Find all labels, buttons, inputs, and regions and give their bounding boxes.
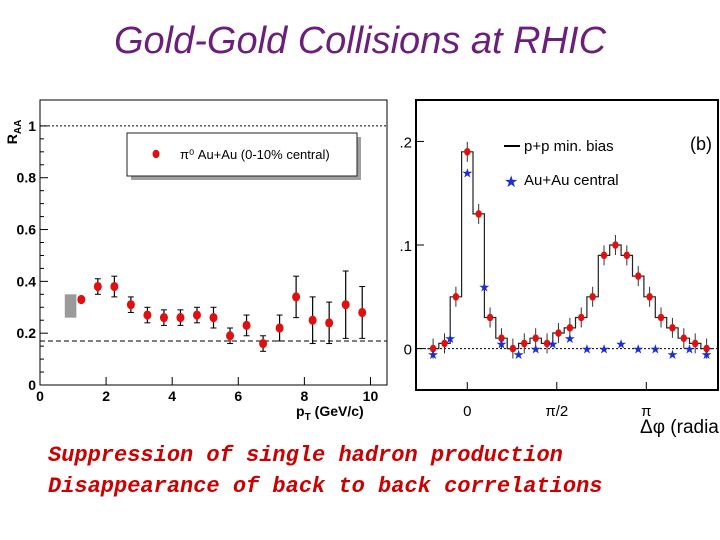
data-point — [143, 310, 152, 320]
correlation-chart: 0 0.1 0.2 0 π/2 π ★ ★ ★ ★ ★ ★ ★ ★ ★ ★ ★ ★ ★ ★ ★ ★ ★ (b) p+p m… — [400, 99, 720, 438]
pp-data-point — [464, 147, 471, 156]
auau-data-point: ★ — [598, 343, 610, 358]
pp-data-point — [680, 334, 688, 343]
auau-data-point: ★ — [547, 337, 559, 352]
y-tick-label: 0 — [404, 342, 412, 359]
y-tick-label: 0 — [28, 377, 36, 393]
auau-data-point: ★ — [530, 343, 542, 358]
data-point — [93, 281, 102, 292]
x-tick-label: 2 — [102, 388, 110, 404]
y-tick-label: 0.2 — [400, 134, 412, 151]
x-tick-label: 10 — [363, 388, 379, 404]
pp-data-point — [555, 329, 562, 337]
x-tick-label: 4 — [168, 388, 176, 404]
auau-data-point: ★ — [444, 332, 456, 347]
pp-data-point — [452, 292, 460, 301]
pp-data-point — [498, 334, 505, 343]
data-point — [226, 331, 235, 341]
data-point — [325, 318, 334, 328]
pp-data-point — [532, 334, 539, 343]
x-tick-label: 0 — [36, 388, 44, 404]
y-tick-label: 0.2 — [17, 325, 37, 341]
auau-data-point: ★ — [496, 337, 508, 352]
caption-line-2: Disappearance of back to back correlatio… — [48, 474, 603, 499]
panel-label: (b) — [690, 134, 712, 154]
pp-data-point — [566, 324, 574, 332]
data-point — [292, 292, 301, 302]
caption: Suppression of single hadron production … — [48, 440, 603, 502]
auau-data-point: ★ — [581, 343, 593, 358]
caption-line-1: Suppression of single hadron production — [48, 443, 563, 468]
legend-box: π⁰ Au+Au (0-10% central) — [126, 132, 361, 180]
pp-data-point — [600, 251, 608, 260]
x-tick-label: 8 — [300, 388, 308, 404]
data-point — [209, 313, 218, 323]
x-axis-title: Δφ (radians) — [640, 417, 720, 438]
x-tick-label: 0 — [463, 403, 471, 420]
auau-data-point: ★ — [479, 280, 491, 295]
auau-data-point: ★ — [427, 348, 439, 363]
pp-data-point — [475, 210, 482, 218]
x-tick-label: π — [641, 403, 651, 420]
legend-pp-label: p+p min. bias — [524, 138, 614, 155]
data-point — [308, 315, 317, 325]
legend: p+p min. bias ★ Au+Au central — [504, 138, 619, 191]
data-point — [159, 313, 168, 323]
pp-data-point — [635, 272, 642, 280]
data-point — [126, 300, 135, 310]
pp-data-point — [646, 292, 653, 301]
legend-marker — [152, 149, 160, 159]
y-tick-label: 0.4 — [17, 273, 37, 289]
x-tick-label: 6 — [234, 388, 242, 404]
y-tick-label: 0.8 — [17, 170, 37, 186]
auau-data-point: ★ — [649, 343, 661, 358]
systematic-band — [64, 294, 77, 318]
y-axis-title: RAA — [4, 120, 24, 145]
pp-data-point — [589, 292, 596, 301]
legend-star-icon: ★ — [504, 172, 518, 191]
auau-data-point: ★ — [684, 343, 696, 358]
data-point — [358, 307, 367, 318]
auau-data-point: ★ — [513, 348, 525, 363]
pp-data-point — [441, 339, 448, 348]
pp-data-point — [543, 339, 551, 348]
auau-data-point: ★ — [564, 332, 576, 347]
auau-data-point: ★ — [701, 348, 713, 363]
x-axis-title: pT (GeV/c) — [296, 403, 364, 423]
data-point — [77, 294, 86, 305]
pp-data-point — [612, 241, 619, 249]
pp-data-point — [692, 339, 699, 348]
pp-data-point — [429, 344, 437, 353]
data-point — [176, 313, 185, 323]
pp-data-point — [703, 344, 710, 353]
data-point — [192, 310, 201, 320]
page-title: Gold-Gold Collisions at RHIC — [113, 20, 607, 62]
y-tick-label: 0.6 — [17, 222, 37, 238]
y-tick-label: 0.1 — [400, 238, 412, 255]
pp-data-point — [623, 251, 631, 260]
pp-data-point — [578, 313, 585, 322]
data-point — [275, 323, 284, 333]
auau-data-point: ★ — [667, 348, 679, 363]
pp-data-point — [521, 339, 528, 348]
raa-chart: 00.20.40.60.810 2 4 6 8 10 RAA pT (GeV/c) π⁰ A… — [4, 99, 388, 423]
pp-data-point — [669, 324, 676, 332]
pp-data-point — [486, 313, 494, 322]
x-tick-label: π/2 — [545, 403, 568, 420]
data-point — [341, 300, 350, 310]
legend-label: π⁰ Au+Au (0-10% central) — [180, 147, 330, 162]
data-point — [242, 320, 251, 331]
y-tick-label: 1 — [28, 118, 36, 134]
auau-data-point: ★ — [632, 343, 644, 358]
legend-auau-label: Au+Au central — [524, 172, 619, 189]
data-point — [259, 338, 268, 349]
pp-data-point — [509, 344, 517, 353]
pp-data-point — [657, 313, 665, 322]
data-point — [110, 281, 119, 292]
auau-data-point: ★ — [461, 167, 473, 182]
auau-data-point: ★ — [615, 337, 627, 352]
